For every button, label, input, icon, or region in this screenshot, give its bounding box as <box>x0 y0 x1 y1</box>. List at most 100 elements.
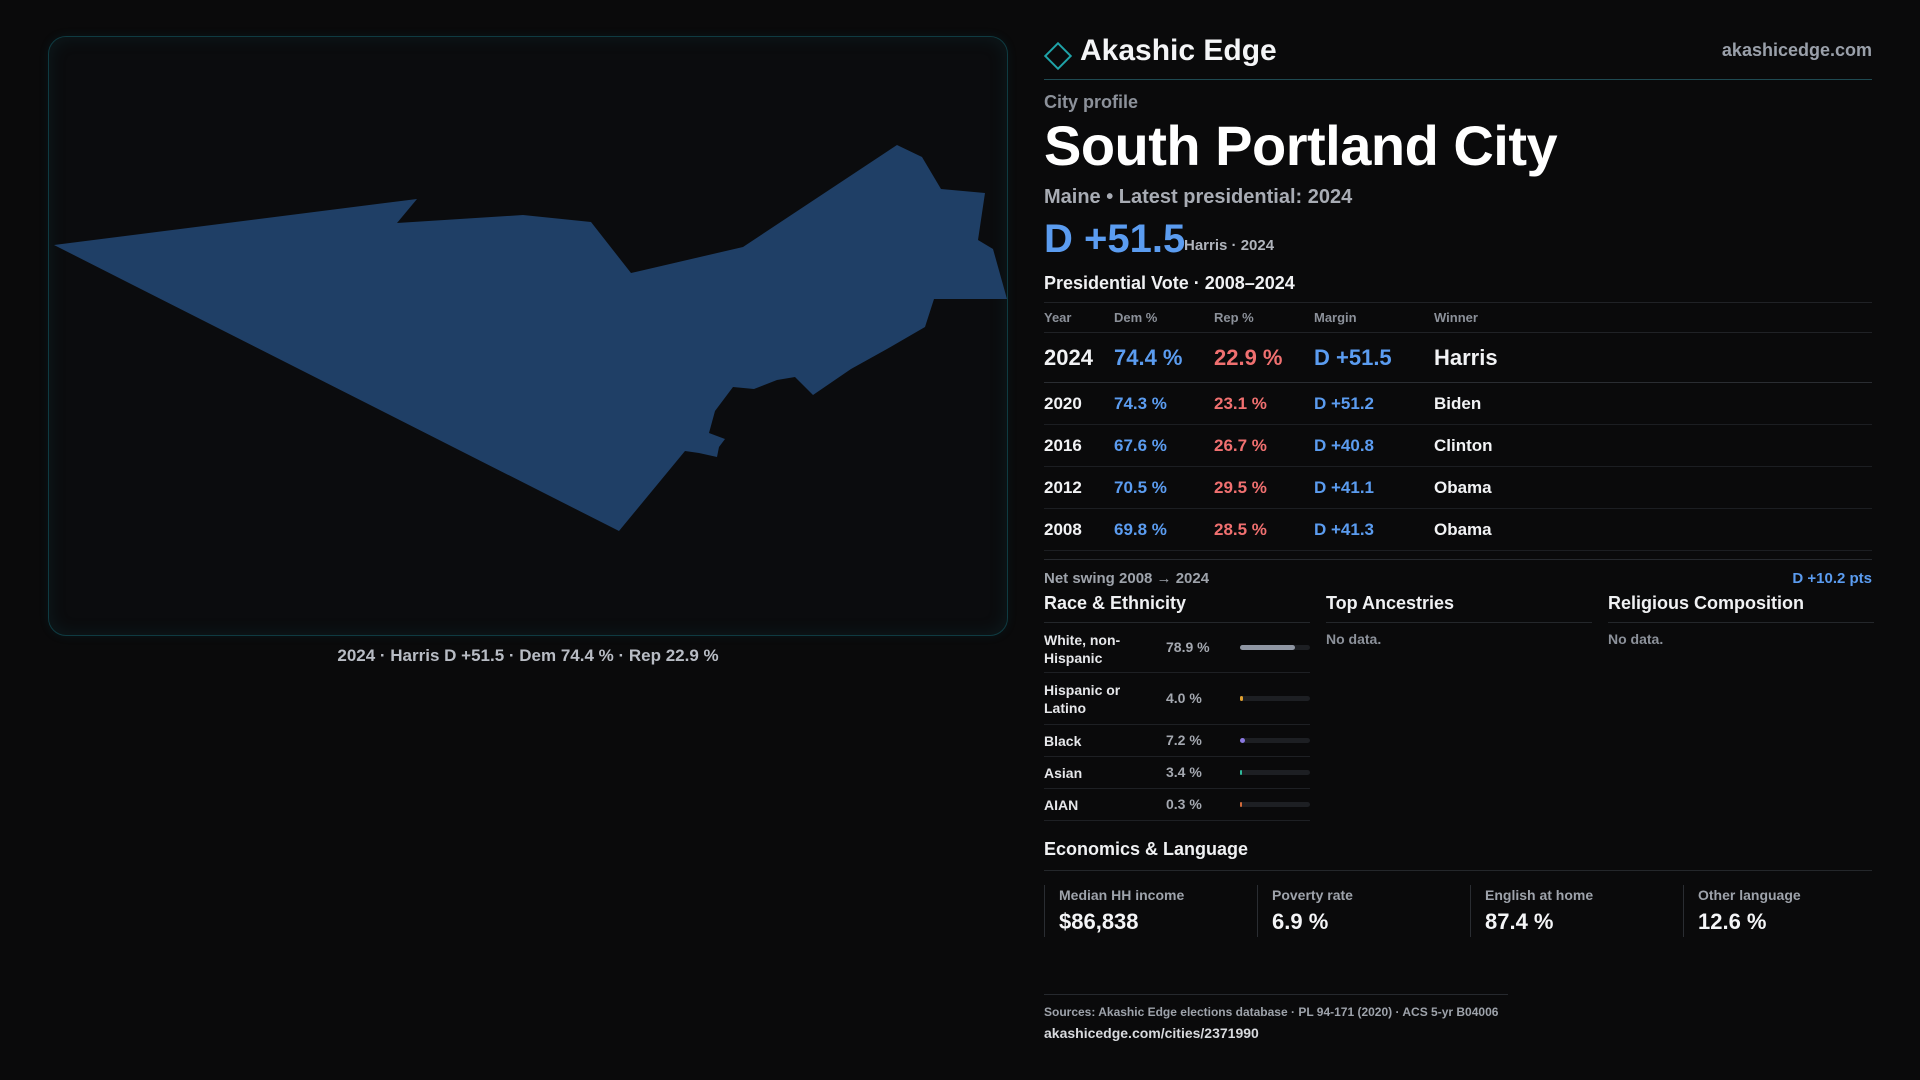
econ-value: 12.6 % <box>1698 909 1767 935</box>
cell-margin: D +41.3 <box>1314 508 1434 552</box>
religious-composition-title: Religious Composition <box>1608 593 1874 624</box>
demographics-section: Race & Ethnicity White, non-Hispanic 78.9… <box>1044 593 1874 829</box>
race-bar-track <box>1240 770 1310 776</box>
sources-footer: Sources: Akashic Edge elections database… <box>1044 994 1508 1041</box>
race-name: White, non-Hispanic <box>1044 632 1121 667</box>
race-bar-fill <box>1240 802 1242 808</box>
cell-rep: 28.5 % <box>1214 508 1314 552</box>
cell-rep: 22.9 % <box>1214 332 1314 384</box>
econ-label: English at home <box>1485 887 1594 904</box>
headline-margin: D +51.5 <box>1044 216 1186 261</box>
econ-cell-poverty: Poverty rate 6.9 % <box>1257 885 1470 938</box>
cell-dem: 70.5 % <box>1114 466 1214 510</box>
cell-rep: 29.5 % <box>1214 466 1314 510</box>
race-list: White, non-Hispanic 78.9 % Hispanic or Lat… <box>1044 623 1310 822</box>
brand-name: Akashic Edge <box>1080 34 1277 67</box>
econ-value: 6.9 % <box>1272 909 1329 935</box>
race-bar-track <box>1240 696 1310 702</box>
table-row: 2012 70.5 % 29.5 % D +41.1 Obama <box>1044 466 1872 510</box>
cell-rep: 26.7 % <box>1214 424 1314 468</box>
net-swing-value: D +10.2 pts <box>1792 570 1872 588</box>
race-name: Hispanic or Latino <box>1044 682 1121 717</box>
race-percent: 7.2 % <box>1166 732 1202 749</box>
econ-cell-other-language: Other language 12.6 % <box>1683 885 1896 938</box>
city-boundary-shape[interactable] <box>54 145 1007 531</box>
economics-grid: Median HH income $86,838 Poverty rate 6.… <box>1044 885 1872 955</box>
table-row: 2016 67.6 % 26.7 % D +40.8 Clinton <box>1044 424 1872 468</box>
page-subtitle: Maine • Latest presidential: 2024 <box>1044 185 1353 208</box>
table-row: 2008 69.8 % 28.5 % D +41.3 Obama <box>1044 508 1872 552</box>
econ-label: Poverty rate <box>1272 887 1353 904</box>
race-row: White, non-Hispanic 78.9 % <box>1044 623 1310 674</box>
net-swing-label: Net swing 2008 → 2024 <box>1044 570 1210 588</box>
top-ancestries-title: Top Ancestries <box>1326 593 1592 624</box>
race-name: Black <box>1044 733 1082 750</box>
race-row: Black 7.2 % <box>1044 725 1310 758</box>
cell-winner: Clinton <box>1434 424 1872 468</box>
race-bar-fill <box>1240 770 1242 776</box>
cell-year: 2012 <box>1044 466 1114 510</box>
col-header-rep: Rep % <box>1214 302 1314 334</box>
econ-label: Median HH income <box>1059 887 1185 904</box>
race-percent: 0.3 % <box>1166 796 1202 813</box>
race-bar-track <box>1240 738 1310 744</box>
headline-note: Harris · 2024 <box>1184 236 1275 254</box>
cell-winner: Biden <box>1434 382 1872 426</box>
ancestries-empty-message: No data. <box>1326 631 1382 648</box>
race-ethnicity-title: Race & Ethnicity <box>1044 593 1310 624</box>
cell-winner: Harris <box>1434 332 1872 384</box>
diamond-logo-icon <box>1043 41 1073 71</box>
page-kicker: City profile <box>1044 92 1139 112</box>
race-name: Asian <box>1044 765 1083 782</box>
col-header-winner: Winner <box>1434 302 1872 334</box>
cell-year: 2020 <box>1044 382 1114 426</box>
info-column: Akashic Edge akashicedge.com City profil… <box>1043 30 1874 955</box>
cell-winner: Obama <box>1434 508 1872 552</box>
top-ancestries-panel: Top Ancestries No data. <box>1326 593 1592 647</box>
cell-year: 2024 <box>1044 332 1114 384</box>
cell-year: 2008 <box>1044 508 1114 552</box>
presidential-vote-title: Presidential Vote · 2008–2024 <box>1044 273 1872 303</box>
race-percent: 4.0 % <box>1166 690 1202 707</box>
map-caption: 2024 · Harris D +51.5 · Dem 74.4 % · Rep… <box>337 646 719 665</box>
col-header-year: Year <box>1044 302 1114 334</box>
econ-value: 87.4 % <box>1485 909 1554 935</box>
net-swing-row: Net swing 2008 → 2024 D +10.2 pts <box>1044 559 1872 593</box>
religious-composition-panel: Religious Composition No data. <box>1608 593 1874 647</box>
race-row: Hispanic or Latino 4.0 % <box>1044 673 1310 726</box>
cell-year: 2016 <box>1044 424 1114 468</box>
table-header-row: Year Dem % Rep % Margin Winner <box>1044 302 1872 334</box>
race-bar-track <box>1240 802 1310 808</box>
cell-margin: D +40.8 <box>1314 424 1434 468</box>
headline-margin-row: D +51.5 Harris · 2024 <box>1044 217 1872 261</box>
brand-url-link[interactable]: akashicedge.com <box>1721 40 1872 60</box>
cell-dem: 69.8 % <box>1114 508 1214 552</box>
race-percent: 3.4 % <box>1166 764 1202 781</box>
race-percent: 78.9 % <box>1166 639 1210 656</box>
table-row: 2020 74.3 % 23.1 % D +51.2 Biden <box>1044 382 1872 426</box>
econ-value: $86,838 <box>1059 909 1139 935</box>
race-row: AIAN 0.3 % <box>1044 789 1310 822</box>
table-row: 2024 74.4 % 22.9 % D +51.5 Harris <box>1044 332 1872 384</box>
race-bar-fill <box>1240 738 1245 744</box>
race-ethnicity-panel: Race & Ethnicity White, non-Hispanic 78.9… <box>1044 593 1310 822</box>
cell-dem: 74.3 % <box>1114 382 1214 426</box>
source-url-link[interactable]: akashicedge.com/cities/2371990 <box>1044 1025 1259 1041</box>
city-boundary-map <box>54 145 1007 531</box>
cell-margin: D +51.5 <box>1314 332 1434 384</box>
cell-rep: 23.1 % <box>1214 382 1314 426</box>
economics-language-title: Economics & Language <box>1044 839 1872 872</box>
presidential-vote-table: Year Dem % Rep % Margin Winner 2024 74.4… <box>1044 302 1872 552</box>
race-bar-fill <box>1240 645 1295 651</box>
religion-empty-message: No data. <box>1608 631 1664 648</box>
cell-winner: Obama <box>1434 466 1872 510</box>
page-title: South Portland City <box>1044 114 1558 177</box>
econ-label: Other language <box>1698 887 1801 904</box>
race-bar-fill <box>1240 696 1243 702</box>
col-header-dem: Dem % <box>1114 302 1214 334</box>
col-header-margin: Margin <box>1314 302 1434 334</box>
cell-dem: 74.4 % <box>1114 332 1214 384</box>
cell-margin: D +51.2 <box>1314 382 1434 426</box>
race-name: AIAN <box>1044 797 1079 814</box>
